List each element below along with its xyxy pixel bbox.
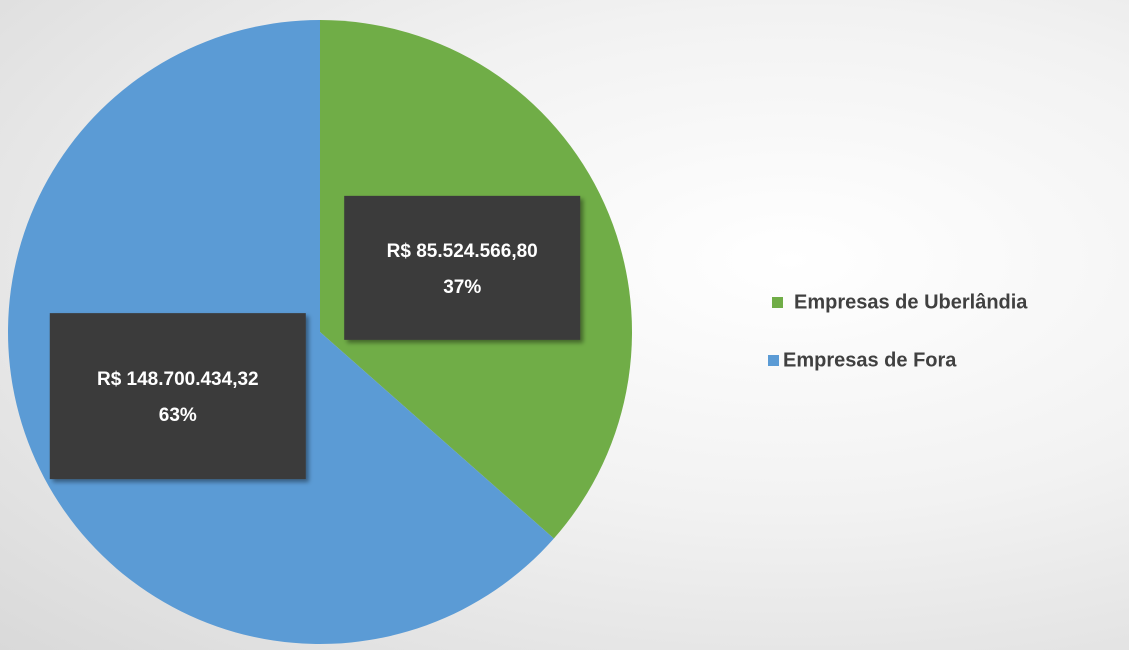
data-label-value: R$ 85.524.566,80 [387, 241, 538, 262]
data-label-box [49, 313, 306, 480]
data-label-box [344, 195, 581, 340]
data-label-value: R$ 148.700.434,32 [97, 369, 259, 390]
legend-swatch [768, 355, 779, 366]
data-label-percent: 63% [159, 405, 197, 426]
legend-swatch [772, 297, 783, 308]
legend-label: Empresas de Fora [783, 349, 957, 371]
data-label-percent: 37% [443, 277, 481, 298]
legend-label: Empresas de Uberlândia [794, 291, 1028, 313]
